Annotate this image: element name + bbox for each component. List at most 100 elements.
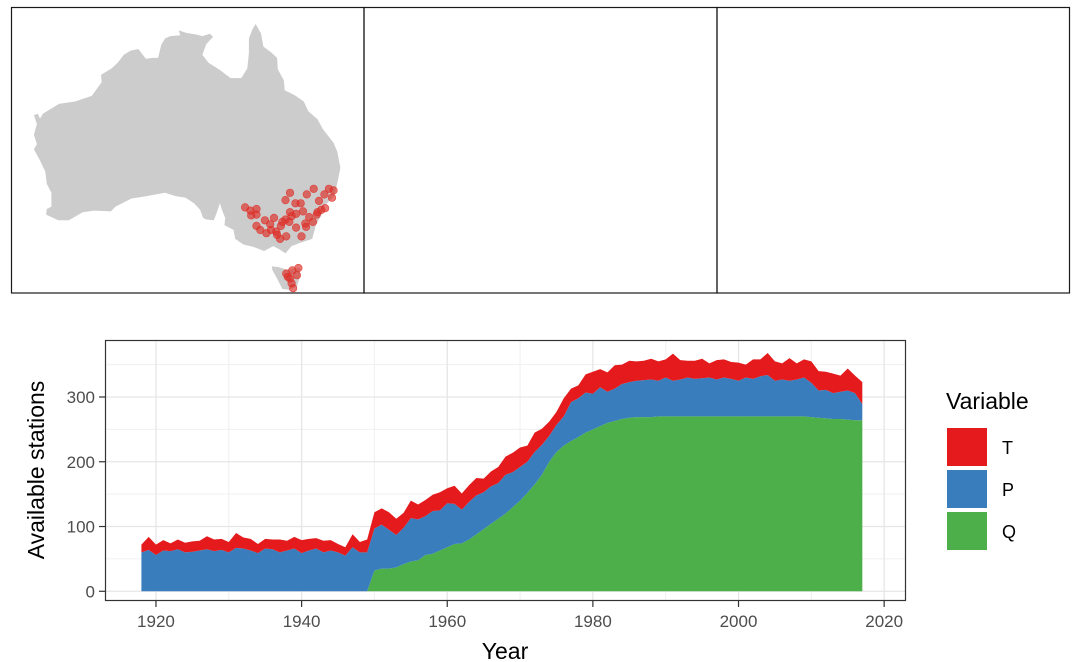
mainland-shape bbox=[33, 24, 341, 254]
australia-map-shape bbox=[740, 24, 1047, 290]
station-point bbox=[1024, 190, 1032, 198]
station-point bbox=[1026, 185, 1034, 193]
y-tick-label: 0 bbox=[86, 582, 95, 601]
station-point bbox=[314, 196, 324, 205]
station-point bbox=[941, 225, 949, 233]
station-point bbox=[639, 222, 647, 230]
station-point bbox=[327, 193, 337, 202]
station-point bbox=[289, 284, 298, 293]
station-point bbox=[1001, 267, 1009, 275]
y-axis-title: Available stations bbox=[23, 381, 49, 560]
tasmania-shape bbox=[625, 266, 653, 290]
australia-map-shape bbox=[387, 24, 694, 290]
australia-map-shape bbox=[33, 24, 341, 290]
station-point bbox=[1037, 155, 1045, 163]
area-chart: 1920 1940 1960 1980 2000 2020 0 100 200 300 Year… bbox=[23, 339, 907, 662]
station-point bbox=[974, 227, 982, 235]
station-point bbox=[639, 276, 647, 284]
station-point bbox=[985, 243, 993, 251]
station-point bbox=[1030, 175, 1038, 183]
station-points-q bbox=[916, 147, 1046, 291]
station-point bbox=[650, 197, 658, 205]
station-point bbox=[634, 236, 642, 244]
station-point bbox=[592, 212, 600, 220]
station-point bbox=[936, 213, 944, 221]
station-point bbox=[665, 196, 673, 204]
station-point bbox=[639, 266, 647, 274]
station-point bbox=[278, 217, 287, 226]
station-point bbox=[252, 210, 261, 219]
station-point bbox=[324, 184, 334, 193]
station-point bbox=[294, 263, 303, 273]
station-point bbox=[1008, 229, 1016, 237]
station-point bbox=[660, 206, 668, 214]
station-point bbox=[302, 190, 311, 199]
station-point bbox=[971, 240, 979, 248]
station-point bbox=[991, 267, 999, 275]
station-point bbox=[1027, 164, 1035, 172]
station-point bbox=[981, 237, 989, 245]
map-panel-border bbox=[363, 6, 718, 294]
area-series bbox=[141, 352, 863, 592]
tasmania-shape bbox=[978, 266, 1006, 290]
station-point bbox=[281, 196, 290, 205]
station-point bbox=[1032, 170, 1040, 178]
station-point bbox=[963, 242, 971, 250]
station-point bbox=[653, 213, 661, 221]
station-point bbox=[602, 201, 610, 209]
station-point bbox=[617, 237, 625, 245]
station-point bbox=[615, 211, 623, 219]
station-point bbox=[276, 234, 285, 243]
station-point bbox=[626, 202, 634, 210]
legend-key-p bbox=[947, 470, 987, 508]
station-point bbox=[986, 267, 994, 275]
station-point bbox=[1004, 208, 1012, 216]
station-point bbox=[285, 208, 295, 217]
station-point bbox=[647, 220, 655, 228]
station-point bbox=[1003, 231, 1011, 239]
station-point bbox=[984, 279, 992, 287]
station-point bbox=[636, 259, 644, 267]
station-point bbox=[621, 221, 629, 229]
station-point bbox=[973, 232, 981, 240]
station-point bbox=[320, 190, 329, 199]
station-point bbox=[1017, 211, 1025, 219]
station-point bbox=[982, 229, 990, 237]
station-point bbox=[1014, 216, 1022, 224]
station-point bbox=[632, 212, 640, 220]
station-point bbox=[285, 217, 294, 226]
station-point bbox=[1015, 229, 1023, 237]
station-point bbox=[671, 184, 679, 192]
station-point bbox=[1000, 273, 1008, 281]
x-tick-label: 1980 bbox=[574, 612, 612, 631]
station-points-p bbox=[591, 182, 681, 285]
station-point bbox=[291, 199, 300, 208]
station-point bbox=[269, 213, 279, 222]
station-point bbox=[1007, 235, 1015, 243]
station-point bbox=[993, 224, 1001, 232]
station-point bbox=[963, 234, 971, 242]
station-point bbox=[1038, 151, 1046, 159]
station-point bbox=[292, 271, 302, 280]
station-point bbox=[998, 234, 1006, 242]
station-point bbox=[1005, 219, 1013, 227]
station-point bbox=[988, 281, 996, 289]
mainland-shape bbox=[387, 24, 694, 253]
x-tick-label: 1940 bbox=[283, 612, 321, 631]
station-point bbox=[635, 226, 643, 234]
station-point bbox=[1013, 221, 1021, 229]
station-point bbox=[934, 206, 942, 214]
station-point bbox=[594, 208, 602, 216]
station-points-t bbox=[241, 184, 338, 293]
station-point bbox=[601, 214, 609, 222]
station-point bbox=[977, 235, 985, 243]
station-point bbox=[959, 235, 967, 243]
station-point bbox=[673, 182, 681, 190]
station-point bbox=[608, 213, 616, 221]
station-point bbox=[940, 220, 948, 228]
station-point bbox=[619, 216, 627, 224]
y-tick-label: 100 bbox=[67, 518, 95, 537]
x-tick-label: 1920 bbox=[137, 612, 175, 631]
station-point bbox=[986, 273, 994, 281]
